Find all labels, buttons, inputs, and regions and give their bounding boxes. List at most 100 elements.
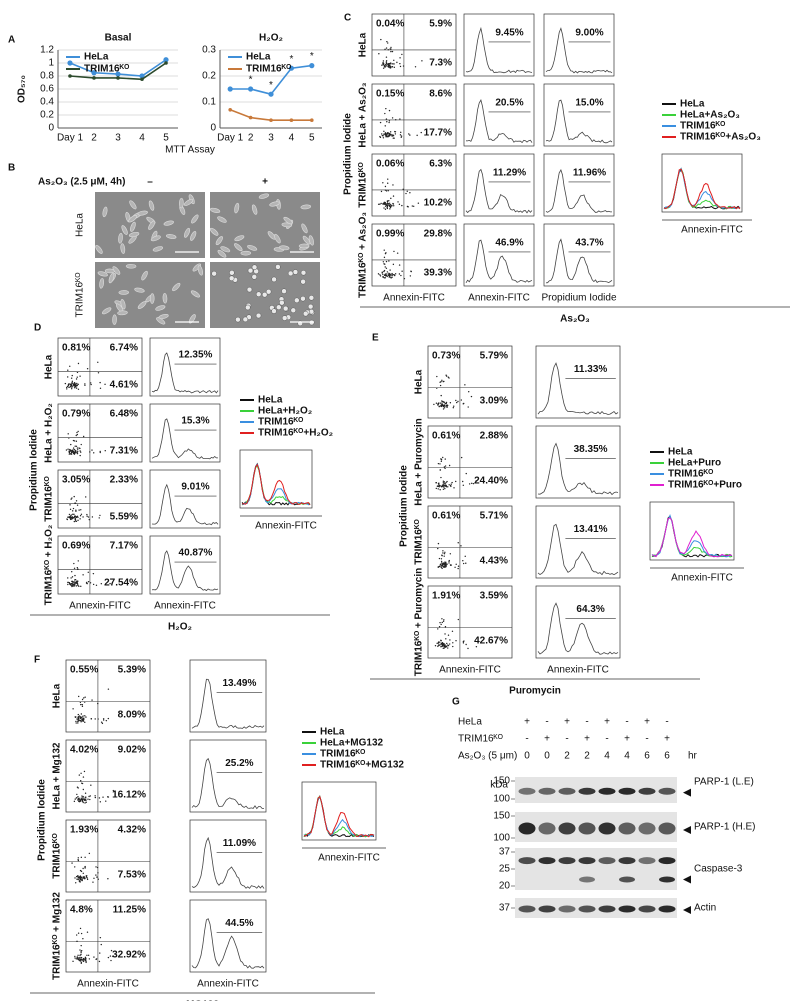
event-dot [417, 202, 420, 204]
row-label: TRIM16ᴷᴼ [358, 162, 369, 207]
histogram-curve [537, 523, 619, 576]
event-dot [88, 518, 90, 521]
event-dot [89, 382, 92, 384]
event-dot [443, 482, 445, 484]
event-dot [449, 402, 452, 404]
event-dot [441, 405, 443, 407]
x-axis-label: Annexin-FITC [681, 225, 743, 236]
event-dot [82, 960, 85, 963]
row-label: HeLa [75, 213, 86, 237]
event-dot [446, 563, 448, 565]
event-dot [80, 798, 82, 801]
event-dot [455, 399, 457, 402]
event-dot [84, 856, 86, 858]
event-dot [85, 961, 87, 964]
point [140, 77, 144, 82]
significance-mark: * [310, 51, 314, 62]
histogram-percent: 25.2% [225, 758, 253, 769]
event-dot [77, 560, 79, 562]
lane-value: + [584, 734, 590, 745]
band [578, 822, 596, 835]
event-dot [66, 376, 69, 378]
event-dot [77, 430, 79, 433]
quadrant-percent: 5.59% [110, 511, 138, 522]
event-dot [67, 583, 69, 586]
event-dot [84, 958, 87, 960]
event-dot [80, 961, 83, 963]
event-dot [391, 272, 393, 275]
event-dot [386, 275, 388, 278]
quadrant-percent: 29.8% [424, 229, 452, 240]
event-dot [384, 112, 386, 115]
event-dot [81, 876, 83, 878]
event-dot [68, 386, 70, 388]
cell [246, 286, 253, 293]
event-dot [382, 261, 385, 263]
cell [149, 293, 155, 304]
event-dot [399, 57, 401, 59]
band [538, 905, 556, 913]
cell [102, 307, 112, 315]
event-dot [88, 852, 91, 855]
event-dot [74, 445, 76, 447]
event-dot [383, 269, 386, 272]
y-tick-label: 0.6 [40, 84, 54, 95]
histogram [189, 899, 267, 973]
quadrant-percent: 0.06% [376, 159, 404, 170]
event-dot [389, 131, 392, 133]
cell [300, 269, 307, 276]
event-dot [387, 190, 389, 192]
event-dot [387, 63, 389, 66]
event-dot [74, 385, 76, 387]
x-axis-label: Propidium Iodide [541, 293, 616, 304]
event-dot [440, 394, 442, 397]
event-dot [70, 377, 73, 379]
event-dot [384, 48, 386, 50]
panel-label: E [372, 333, 379, 344]
column-header: – [147, 177, 153, 188]
event-dot [69, 385, 72, 388]
event-dot [110, 949, 113, 952]
event-dot [384, 266, 386, 268]
event-dot [95, 584, 98, 586]
event-dot [83, 875, 85, 878]
event-dot [384, 185, 387, 188]
event-dot [392, 184, 394, 186]
lane-value: + [624, 734, 630, 745]
event-dot [384, 65, 386, 67]
event-dot [87, 954, 90, 957]
cell [163, 220, 174, 226]
event-dot [81, 878, 84, 880]
event-dot [382, 275, 384, 278]
event-dot [437, 488, 439, 490]
event-dot [401, 53, 403, 56]
lane-value: - [565, 734, 568, 745]
event-dot [470, 395, 473, 398]
cell [228, 275, 235, 282]
overlay-curve [651, 517, 733, 558]
quadrant-percent: 7.3% [429, 58, 452, 69]
lane-value: 2 [564, 751, 570, 762]
cell [162, 292, 168, 304]
histogram-curve [545, 169, 612, 213]
legend-label: HeLa [668, 447, 693, 458]
cell [95, 244, 103, 254]
event-dot [68, 451, 70, 453]
arrowhead [683, 906, 691, 914]
x-tick-label: 5 [309, 133, 315, 144]
event-dot [442, 642, 444, 645]
event-dot [393, 63, 395, 65]
event-dot [391, 117, 394, 119]
band [598, 822, 616, 835]
event-dot [83, 877, 85, 880]
event-dot [441, 645, 443, 647]
histogram-curve [151, 483, 219, 526]
band [558, 857, 576, 865]
event-dot [399, 134, 402, 136]
event-dot [75, 445, 78, 447]
event-dot [445, 404, 448, 407]
histogram-curve [465, 168, 533, 214]
event-dot [444, 646, 447, 648]
event-dot [384, 203, 386, 205]
event-dot [74, 877, 76, 879]
